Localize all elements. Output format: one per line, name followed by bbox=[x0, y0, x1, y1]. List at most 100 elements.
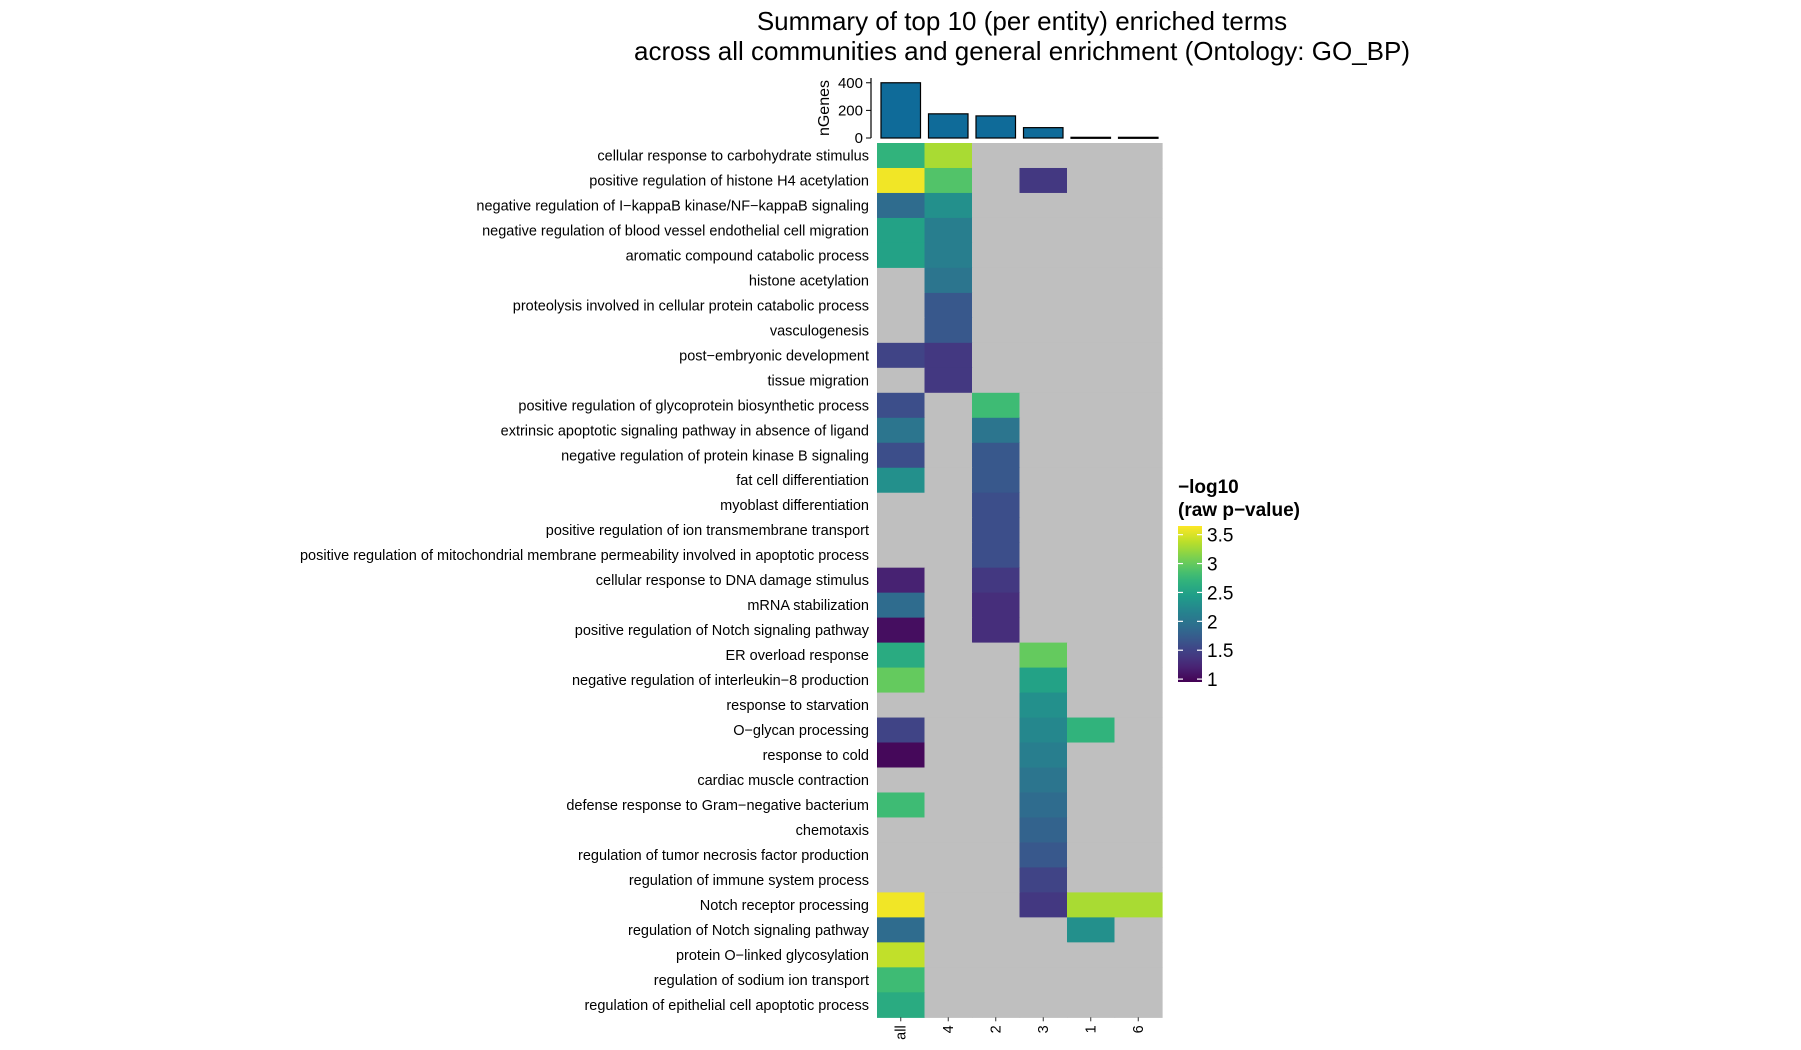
heatmap-cell bbox=[924, 792, 973, 819]
heatmap-cell bbox=[1114, 592, 1163, 619]
heatmap-cell bbox=[1019, 143, 1068, 169]
heatmap-cell bbox=[972, 392, 1021, 419]
heatmap-cell bbox=[1067, 942, 1116, 968]
term-label: protein O−linked glycosylation bbox=[676, 948, 869, 964]
term-label: response to starvation bbox=[726, 698, 869, 714]
heatmap-cell bbox=[1067, 767, 1116, 794]
heatmap-cell bbox=[1067, 667, 1116, 694]
term-label: histone acetylation bbox=[749, 273, 869, 289]
heatmap-cell bbox=[924, 692, 973, 719]
heatmap-cell bbox=[1067, 143, 1116, 169]
heatmap-cell bbox=[1019, 442, 1068, 469]
term-label: negative regulation of blood vessel endo… bbox=[482, 223, 869, 239]
heatmap-cell bbox=[1114, 167, 1163, 194]
heatmap-cell bbox=[924, 617, 973, 644]
heatmap-cell bbox=[924, 967, 973, 993]
term-label: regulation of Notch signaling pathway bbox=[628, 923, 870, 939]
heatmap-cell bbox=[1114, 817, 1163, 844]
heatmap-cell bbox=[972, 992, 1021, 1018]
heatmap-cell bbox=[877, 367, 926, 394]
heatmap-cell bbox=[877, 917, 926, 943]
chart-title-line-2: across all communities and general enric… bbox=[634, 36, 1410, 66]
heatmap-cell bbox=[1067, 242, 1116, 269]
heatmap-cell bbox=[1019, 417, 1068, 444]
heatmap-cell bbox=[1019, 217, 1068, 244]
heatmap-cell bbox=[877, 217, 926, 244]
term-label: tissue migration bbox=[767, 373, 869, 389]
ngenes-bar bbox=[1117, 136, 1159, 139]
legend-title-line-2: (raw p−value) bbox=[1178, 500, 1300, 521]
heatmap-cell bbox=[1019, 792, 1068, 819]
term-label: cellular response to carbohydrate stimul… bbox=[597, 148, 869, 164]
term-label: Notch receptor processing bbox=[700, 898, 869, 914]
heatmap-cell bbox=[924, 317, 973, 344]
term-label: positive regulation of ion transmembrane… bbox=[546, 523, 869, 539]
heatmap-cell bbox=[1067, 967, 1116, 993]
heatmap-cell bbox=[1019, 817, 1068, 844]
heatmap-cell bbox=[1114, 392, 1163, 419]
heatmap-cell bbox=[1019, 717, 1068, 744]
heatmap-cell bbox=[877, 642, 926, 669]
heatmap-cell bbox=[1067, 992, 1116, 1018]
term-label: post−embryonic development bbox=[679, 348, 869, 364]
bar-y-tick-label: 0 bbox=[855, 130, 863, 147]
heatmap-cell bbox=[972, 917, 1021, 943]
heatmap-cell bbox=[972, 342, 1021, 369]
heatmap-cell bbox=[924, 892, 973, 918]
heatmap-cell bbox=[1114, 542, 1163, 569]
column-labels: all 4 2 3 1 6 bbox=[894, 1017, 1147, 1040]
heatmap-cell bbox=[1114, 292, 1163, 319]
heatmap-cell bbox=[972, 317, 1021, 344]
heatmap-cell bbox=[1114, 917, 1163, 943]
term-label: positive regulation of Notch signaling p… bbox=[575, 623, 870, 639]
column-label: 3 bbox=[1036, 1025, 1052, 1033]
term-label: cellular response to DNA damage stimulus bbox=[596, 573, 869, 589]
term-label: negative regulation of protein kinase B … bbox=[561, 448, 869, 464]
heatmap-cell bbox=[972, 143, 1021, 169]
heatmap-cell bbox=[972, 492, 1021, 519]
heatmap-cell bbox=[1019, 642, 1068, 669]
heatmap-cell bbox=[972, 192, 1021, 219]
heatmap-cell bbox=[972, 367, 1021, 394]
heatmap-cell bbox=[924, 942, 973, 968]
heatmap-cell bbox=[877, 417, 926, 444]
term-label: cardiac muscle contraction bbox=[697, 773, 869, 789]
heatmap-cell bbox=[1019, 867, 1068, 893]
heatmap-cell bbox=[1019, 367, 1068, 394]
heatmap-cell bbox=[1114, 492, 1163, 519]
heatmap-cell bbox=[1114, 742, 1163, 769]
term-label: chemotaxis bbox=[796, 823, 869, 839]
heatmap-cell bbox=[877, 492, 926, 519]
heatmap-cell bbox=[1114, 767, 1163, 794]
heatmap-cell bbox=[1019, 892, 1068, 918]
heatmap-cell bbox=[1067, 842, 1116, 869]
heatmap-cell bbox=[877, 442, 926, 469]
legend-tick-label: 1.5 bbox=[1207, 641, 1233, 662]
heatmap-cell bbox=[1067, 792, 1116, 819]
heatmap-cell bbox=[924, 642, 973, 669]
heatmap-cell bbox=[972, 892, 1021, 918]
color-legend: −log10 (raw p−value) 3.5 3 2.5 2 1.5 1 bbox=[1178, 477, 1300, 691]
heatmap-cell bbox=[877, 192, 926, 219]
term-label: regulation of sodium ion transport bbox=[654, 973, 869, 989]
heatmap-cell bbox=[972, 292, 1021, 319]
heatmap-cell bbox=[924, 717, 973, 744]
column-label: 2 bbox=[989, 1025, 1005, 1033]
heatmap-cell bbox=[1067, 392, 1116, 419]
heatmap-cell bbox=[877, 667, 926, 694]
heatmap-cell bbox=[877, 792, 926, 819]
heatmap-cell bbox=[1067, 467, 1116, 494]
term-label: response to cold bbox=[763, 748, 869, 764]
heatmap-cell bbox=[972, 642, 1021, 669]
heatmap-cell bbox=[1019, 842, 1068, 869]
heatmap-cell bbox=[1114, 143, 1163, 169]
heatmap-cell bbox=[924, 592, 973, 619]
heatmap-cell bbox=[1019, 167, 1068, 194]
term-label: negative regulation of interleukin−8 pro… bbox=[572, 673, 869, 689]
heatmap-cell bbox=[877, 992, 926, 1018]
heatmap-cell bbox=[1114, 642, 1163, 669]
heatmap-cell bbox=[972, 767, 1021, 794]
heatmap-cell bbox=[877, 592, 926, 619]
heatmap-cell bbox=[1019, 917, 1068, 943]
